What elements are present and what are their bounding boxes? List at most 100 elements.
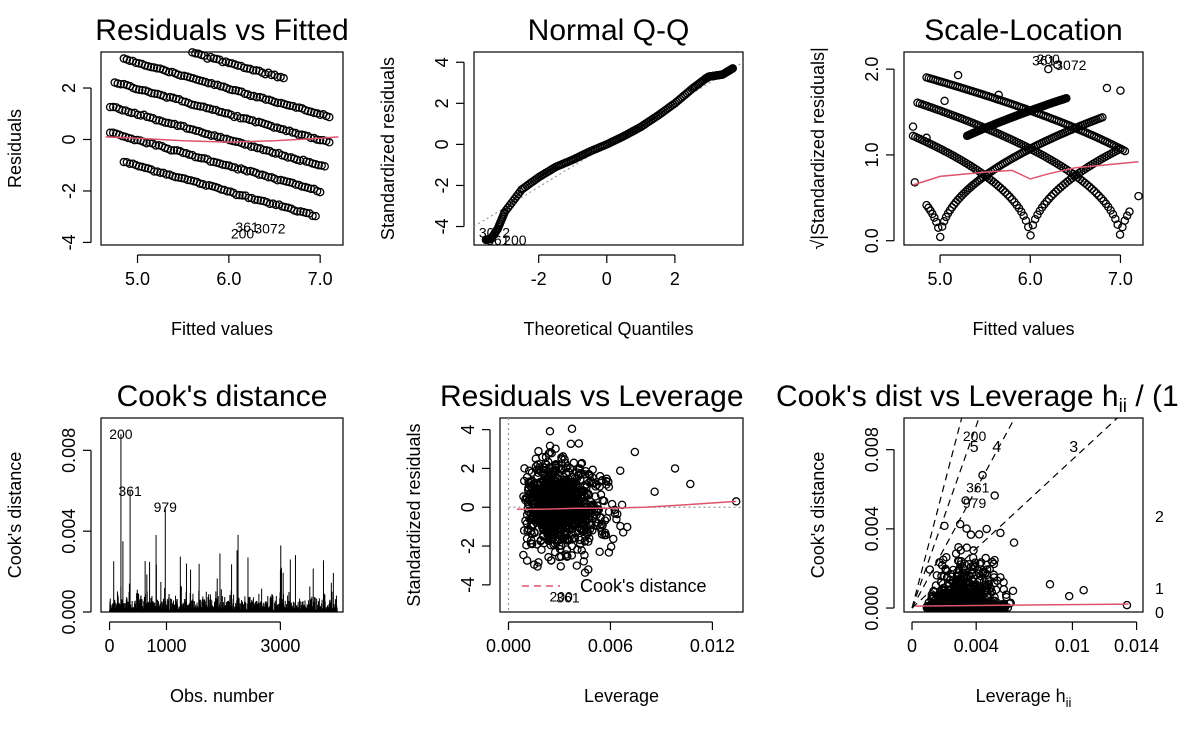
data-point <box>574 439 584 448</box>
data-point <box>940 586 949 595</box>
x-tick-label: 0.01 <box>1055 636 1090 656</box>
y-tick-label: 0 <box>59 134 79 144</box>
contour-label: 5 <box>970 439 979 456</box>
data-point <box>960 587 969 597</box>
y-tick-label: 2 <box>458 463 478 473</box>
data-point <box>214 107 224 116</box>
y-tick-label: -4 <box>59 234 79 250</box>
data-point <box>561 530 570 539</box>
data-point <box>131 58 141 68</box>
data-point <box>567 525 576 534</box>
data-point <box>613 509 622 519</box>
y-tick-label: -4 <box>432 219 452 235</box>
data-point <box>265 199 275 209</box>
x-axis: 0 0.004 0.01 0.014 <box>907 621 1159 656</box>
data-point <box>1098 113 1107 122</box>
data-point <box>962 524 971 533</box>
data-point <box>283 153 293 162</box>
data-point <box>579 486 589 496</box>
data-point <box>291 103 301 112</box>
data-point <box>922 133 931 143</box>
data-point <box>1120 146 1130 156</box>
data-point <box>925 565 935 574</box>
data-point <box>945 575 955 585</box>
data-point <box>940 521 949 531</box>
chart-residuals-vs-leverage: 0.000 0.006 0.012 -4 -2 0 2 4 Residuals vs Lever… <box>404 380 744 706</box>
data-point <box>928 594 938 603</box>
data-point <box>162 170 171 179</box>
data-point <box>282 126 291 136</box>
data-point <box>1134 191 1143 201</box>
data-point <box>183 175 193 185</box>
data-point <box>269 123 279 132</box>
data-point <box>1003 190 1012 199</box>
x-tick-label: 0.000 <box>486 636 531 656</box>
contour-line <box>911 417 980 609</box>
data-point <box>521 495 530 505</box>
plot-frame <box>903 51 1144 246</box>
data-point <box>1094 191 1104 200</box>
data-point <box>969 560 978 570</box>
data-point <box>937 222 947 231</box>
plot-frame <box>100 417 344 613</box>
data-point <box>138 85 147 95</box>
data-point <box>553 473 563 483</box>
data-point <box>314 161 323 170</box>
data-point <box>1030 215 1040 224</box>
point-label: 361 <box>486 232 510 248</box>
point-label: 3072 <box>479 225 510 241</box>
data-point <box>576 459 586 469</box>
data-point <box>315 110 325 120</box>
data-point <box>534 558 543 567</box>
data-point <box>974 583 984 593</box>
y-axis-label: Standardized residuals <box>378 57 398 240</box>
x-tick-label: 0.012 <box>690 636 735 656</box>
x-tick-label: 2 <box>670 269 680 289</box>
y-axis-label: √|Standardized residuals| <box>808 47 828 249</box>
data-point <box>618 528 628 537</box>
y-tick-label: 0.008 <box>59 428 79 473</box>
data-point <box>567 551 577 560</box>
data-point <box>583 565 593 574</box>
x-axis-label: Fitted values <box>972 319 1074 339</box>
y-tick-label: -2 <box>458 538 478 554</box>
data-point <box>561 469 571 478</box>
data-point <box>118 106 127 115</box>
smoother-line <box>915 603 1129 607</box>
y-tick-label: -4 <box>458 577 478 593</box>
y-tick-label: 1.0 <box>862 142 882 167</box>
data-point <box>572 561 582 570</box>
data-point <box>577 496 586 506</box>
data-point <box>974 530 984 539</box>
data-point <box>196 102 205 111</box>
smoother-line <box>517 500 737 510</box>
chart-title: Residuals vs Leverage <box>440 380 744 413</box>
data-point <box>320 162 329 171</box>
data-point <box>604 548 614 557</box>
data-point <box>1089 186 1099 196</box>
data-point <box>535 484 545 494</box>
data-point <box>612 514 621 524</box>
data-point <box>178 148 188 158</box>
data-point <box>996 183 1005 193</box>
data-point <box>530 528 539 538</box>
data-point <box>580 550 589 560</box>
data-point <box>113 79 123 88</box>
data-point <box>119 157 129 167</box>
contour-label: 3 <box>1069 439 1078 456</box>
y-axis: -4 -2 0 2 <box>59 83 92 250</box>
data-point <box>105 102 115 112</box>
data-point <box>595 523 605 532</box>
data-point <box>543 497 552 506</box>
data-point <box>998 185 1008 195</box>
data-point <box>930 213 939 222</box>
data-point <box>130 135 139 145</box>
data-point <box>161 118 170 127</box>
x-tick-label: 3000 <box>260 636 300 656</box>
data-point <box>554 552 564 562</box>
data-point <box>1008 586 1018 596</box>
data-point <box>134 162 144 171</box>
points <box>908 60 1143 242</box>
data-point <box>555 484 565 494</box>
data-point <box>584 491 594 500</box>
